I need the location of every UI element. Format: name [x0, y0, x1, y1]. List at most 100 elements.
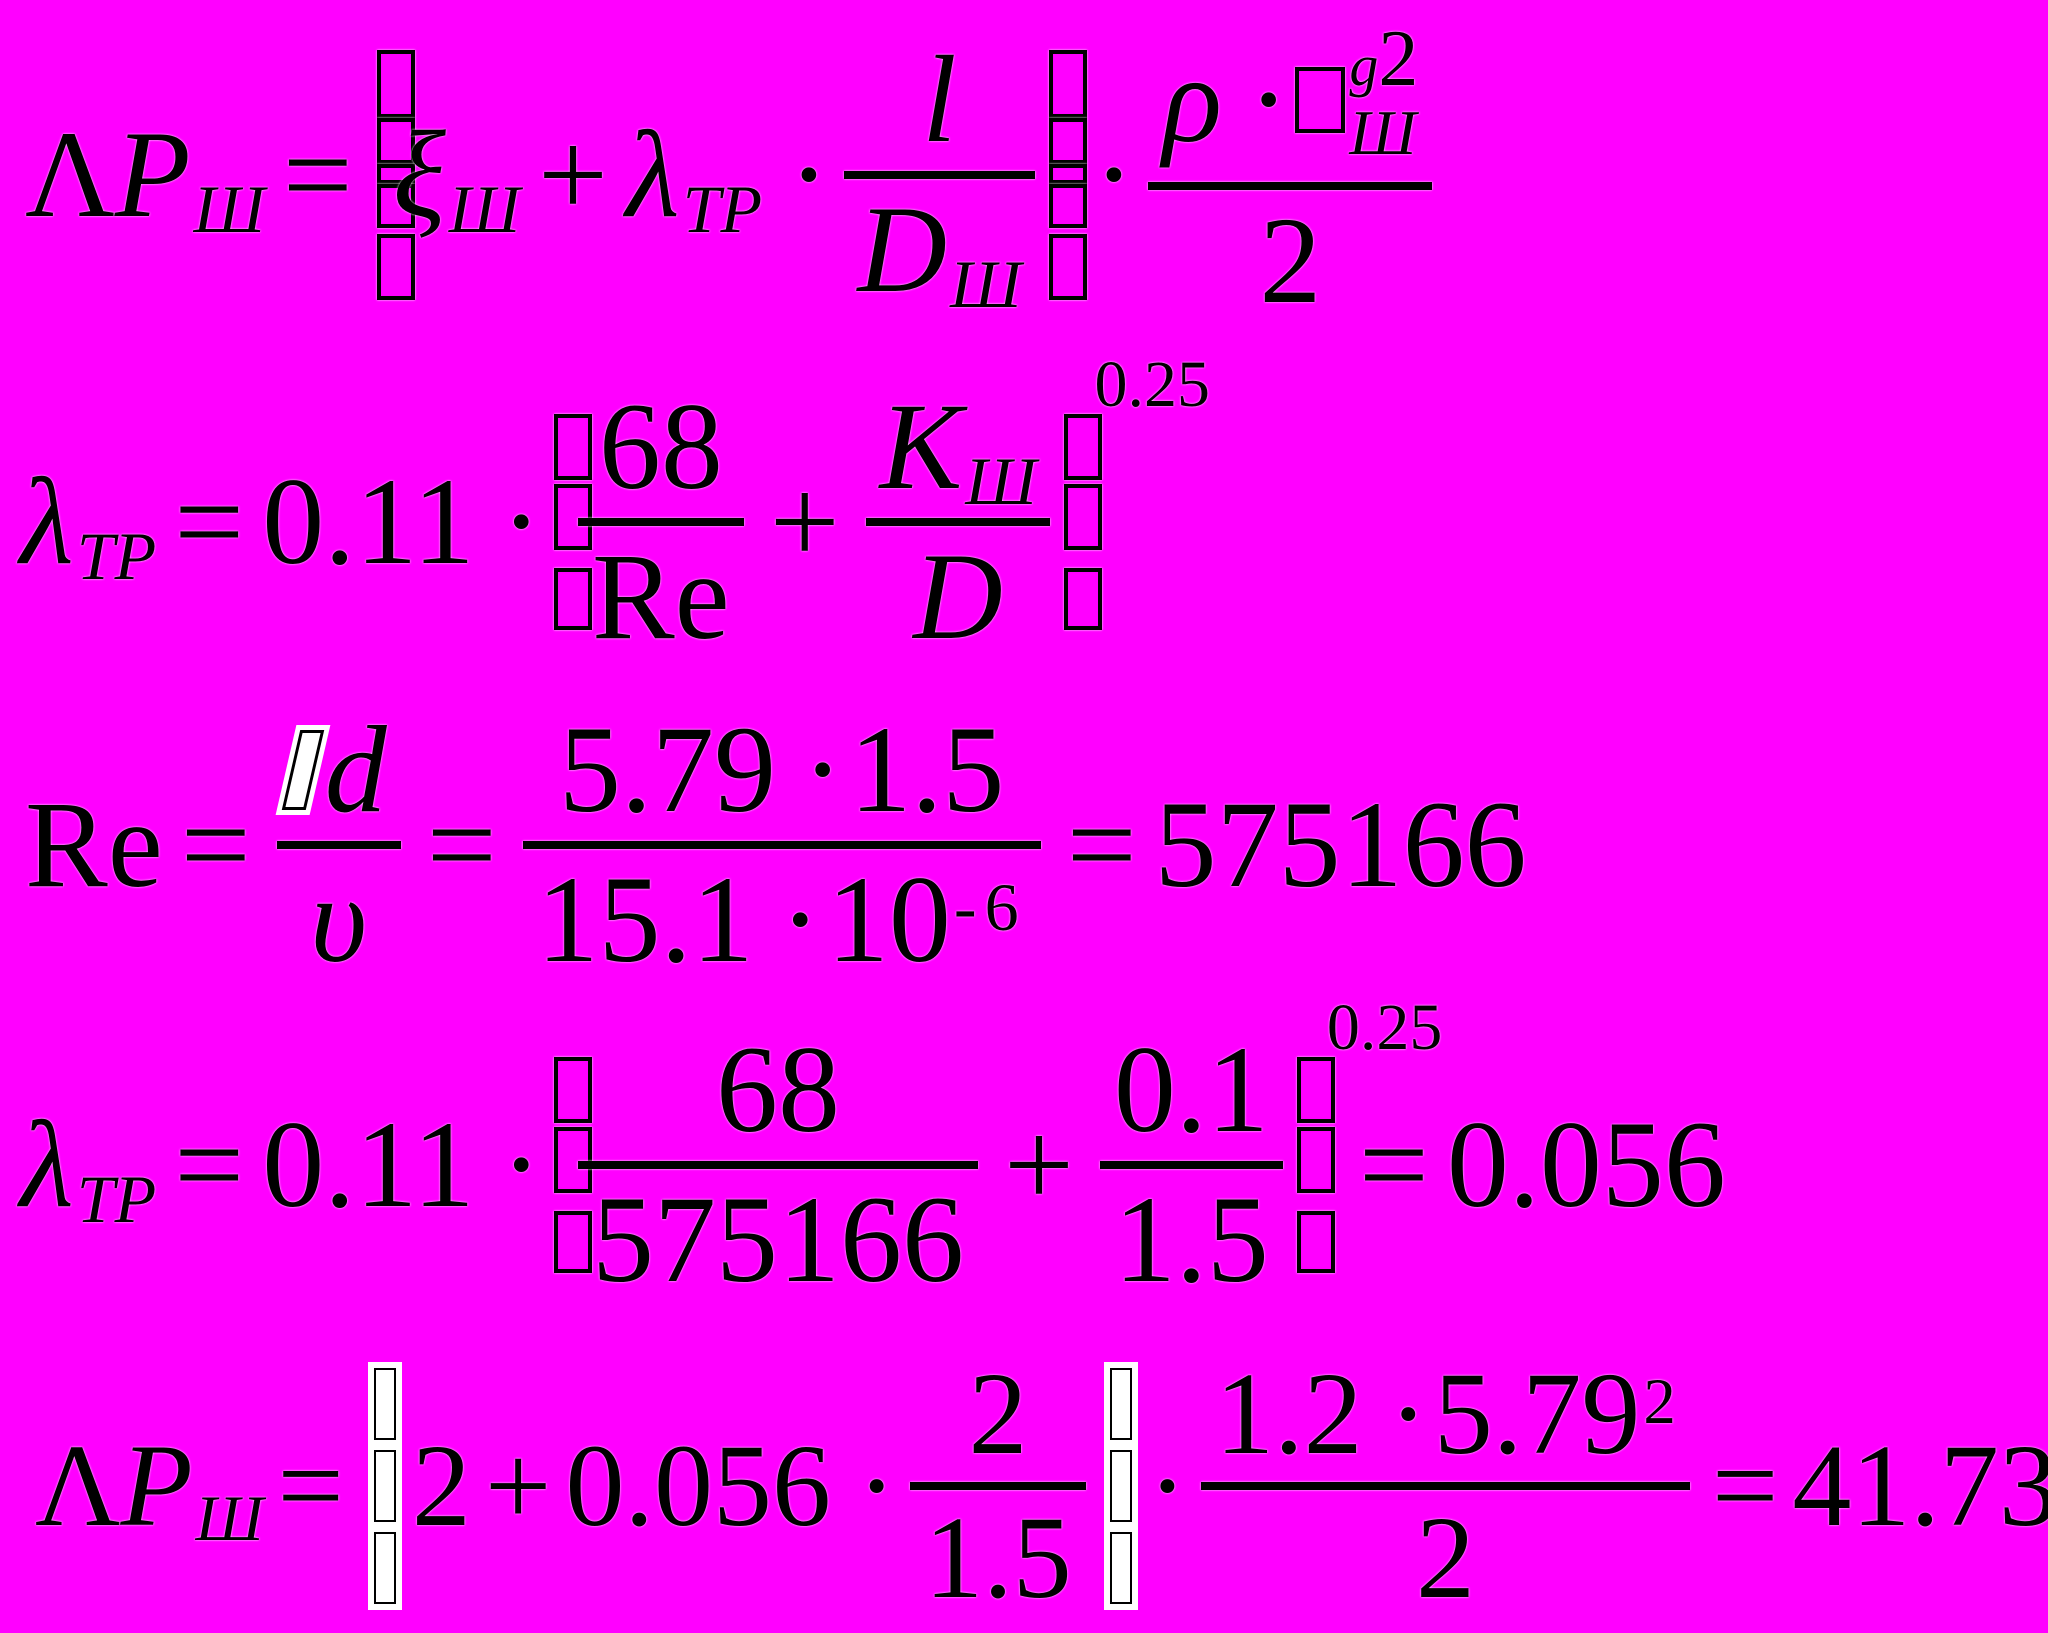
- exponent-minus6: -6: [953, 869, 1027, 946]
- sha-subscript: Ш: [950, 246, 1022, 323]
- d-symbol: D: [913, 528, 1003, 665]
- missing-glyph-white-box: [1109, 1531, 1132, 1604]
- exponent-025: 0.25: [1094, 348, 1210, 421]
- missing-glyph-box: [1049, 50, 1088, 118]
- missing-glyph-box: [1064, 568, 1103, 630]
- missing-glyph-white-box: [373, 1367, 396, 1440]
- sha-subscript: Ш: [448, 171, 520, 248]
- missing-glyph-bracket-close: [1296, 1057, 1335, 1273]
- multiply-dot: ·: [1248, 31, 1290, 168]
- multiply-dot: ·: [500, 1096, 542, 1233]
- plus-sign: +: [1003, 1096, 1074, 1233]
- equals-sign: =: [282, 106, 353, 243]
- bracket-with-exponent: 0.25: [1291, 995, 1442, 1273]
- value-2: 2: [968, 1347, 1028, 1479]
- missing-glyph-box: [1064, 414, 1103, 480]
- missing-glyph-box: [553, 484, 592, 550]
- fraction-bar: [577, 518, 744, 526]
- d-symbol: D: [857, 181, 948, 318]
- missing-glyph-box: [553, 1127, 592, 1193]
- equals-sign: =: [1066, 776, 1137, 913]
- missing-glyph-box: [1296, 1127, 1335, 1193]
- missing-glyph-box: [553, 1057, 592, 1123]
- sha-subscript: Ш: [1349, 97, 1417, 168]
- lambda-symbol: λ: [20, 453, 74, 590]
- fraction-bar: [843, 171, 1036, 179]
- density-value: 1.2: [1215, 1347, 1363, 1479]
- missing-glyph-box: [376, 234, 415, 300]
- fraction-bar: [577, 1161, 978, 1169]
- multiply-dot: ·: [1093, 106, 1135, 243]
- fraction-bar: [522, 841, 1041, 849]
- fraction-bar: [1201, 1481, 1690, 1490]
- reynolds-symbol: Re: [591, 528, 730, 665]
- dynamic-pressure-fraction: 1.2 · 5.79 2 2: [1201, 1347, 1690, 1617]
- missing-glyph-box: [1049, 118, 1088, 164]
- two-superscript: 2: [1378, 15, 1419, 103]
- lambda-result: 0.056: [1446, 1096, 1726, 1233]
- vd-over-nu-fraction: d υ: [276, 701, 401, 982]
- missing-glyph-bracket-open-white: [373, 1367, 396, 1604]
- equation-lambda-computed: λ ТР = 0.11 · 68 575166 + 0.1 1.5 0.25 = …: [20, 995, 1726, 1315]
- two-denominator: 2: [1259, 192, 1322, 329]
- equals-sign: =: [180, 776, 251, 913]
- rho-symbol: ρ: [1162, 31, 1223, 168]
- missing-glyph-white-box: [373, 1531, 396, 1604]
- fraction-bar: [276, 841, 401, 849]
- lambda-tr-term: λ ТР: [20, 1096, 156, 1234]
- sha-subscript: Ш: [195, 1483, 264, 1556]
- value-10: 10: [826, 851, 951, 988]
- multiply-dot: ·: [1388, 1347, 1428, 1479]
- missing-glyph-box: [553, 568, 592, 630]
- tr-subscript: ТР: [76, 518, 157, 595]
- coefficient-value: 0.11: [262, 1096, 475, 1233]
- missing-glyph-box: [376, 184, 415, 228]
- sha-subscript: Ш: [965, 443, 1037, 520]
- missing-glyph-bracket-close-white: [1109, 1367, 1132, 1604]
- missing-glyph-box: [553, 414, 592, 480]
- missing-glyph-white-box: [1109, 1449, 1132, 1522]
- velocity-value: 5.79: [1433, 1347, 1641, 1479]
- p-symbol: P: [120, 1419, 193, 1551]
- lambda-symbol: λ: [20, 1096, 74, 1233]
- missing-glyph-bracket-close: [1049, 50, 1088, 300]
- missing-glyph-box: [1296, 1211, 1335, 1273]
- value-151: 15.1: [536, 851, 754, 988]
- plus-sign: +: [769, 453, 840, 590]
- roughness-value-fraction: 0.1 1.5: [1099, 1021, 1283, 1302]
- missing-glyph-bracket-open: [553, 414, 592, 630]
- l-symbol: l: [922, 31, 957, 168]
- d-symbol: d: [324, 701, 387, 838]
- fraction-bar: [1148, 182, 1433, 190]
- numerator-68: 68: [598, 378, 723, 515]
- missing-glyph-box: [553, 1211, 592, 1273]
- multiply-dot: ·: [1147, 1419, 1188, 1551]
- missing-glyph-bracket-open: [553, 1057, 592, 1273]
- missing-glyph-box: [1049, 164, 1088, 184]
- tr-subscript: ТР: [76, 1161, 157, 1238]
- equals-sign: =: [174, 1096, 245, 1233]
- tr-subscript: ТР: [682, 171, 763, 248]
- missing-glyph-box: [1295, 67, 1346, 133]
- missing-glyph-bracket-open: [376, 50, 415, 300]
- k-symbol: K: [879, 378, 963, 515]
- value-01: 0.1: [1113, 1021, 1269, 1158]
- fraction-bar: [910, 1481, 1086, 1490]
- equals-sign: =: [426, 776, 497, 913]
- value-579: 5.79: [559, 701, 777, 838]
- multiply-dot: ·: [802, 701, 844, 838]
- missing-glyph-box: [1049, 234, 1088, 300]
- 68-over-re-value-fraction: 68 575166: [577, 1028, 978, 1302]
- pressure-result: 41.73: [1792, 1419, 2048, 1551]
- p-symbol: P: [114, 106, 191, 243]
- reynolds-symbol: Re: [25, 776, 163, 913]
